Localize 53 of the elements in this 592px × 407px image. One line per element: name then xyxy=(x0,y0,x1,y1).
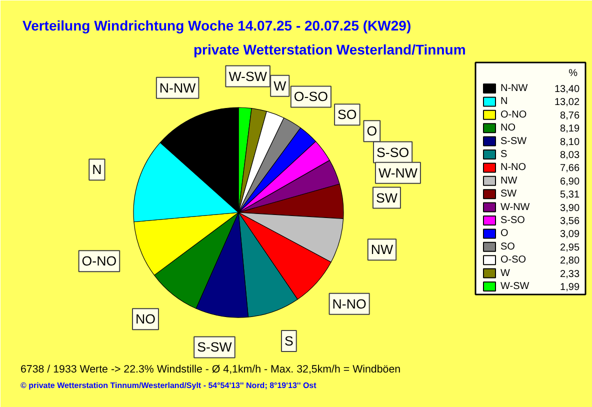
data-label: 2,95 xyxy=(560,242,580,254)
legend-label: O-NO xyxy=(500,109,527,120)
text: 6738 / 1933 Werte -> 22.3% Windstille - Ø 4,1km/h - Max. 32,5km/h = Windböen xyxy=(20,364,401,376)
slice-label: SW xyxy=(376,190,398,206)
legend-label: W-NW xyxy=(500,202,530,213)
data-label: 6,90 xyxy=(560,176,580,188)
data-label: 7,66 xyxy=(560,163,580,174)
legend-label: SO xyxy=(500,241,516,252)
category-label: S-SO xyxy=(376,144,410,160)
data-label: 8,19 xyxy=(560,124,580,135)
slice-label: O-SO xyxy=(294,89,328,104)
data-label: 8,03 xyxy=(560,150,580,161)
chart-title: Verteilung Windrichtung Woche 14.07.25 - 20.07.25 (KW29) xyxy=(22,18,412,34)
slice-label: S-SW xyxy=(197,340,232,355)
slice-label: W xyxy=(274,78,287,94)
data-label: 13,02 xyxy=(554,97,580,108)
legend-label: W-SW xyxy=(500,281,530,292)
legend-label: N-NO xyxy=(500,162,526,174)
data-label: 2,80 xyxy=(560,256,580,267)
slice-label: W-NW xyxy=(378,165,418,180)
slice-label: O-NO xyxy=(82,254,117,269)
slice-label: NO xyxy=(135,312,156,327)
legend-label: SW xyxy=(500,188,518,200)
slice-label: N-NW xyxy=(159,80,196,96)
legend-label: S-SW xyxy=(500,136,528,147)
legend-label: NW xyxy=(500,175,518,186)
text: © private Wetterstation Tinnum/Westerland/Sylt - 54°54'13'' Nord; 8°19'13'' Ost xyxy=(20,381,317,390)
category-label: O xyxy=(366,124,378,139)
legend-label: O xyxy=(500,228,508,240)
legend-label: O-SO xyxy=(500,254,526,266)
data-label: 5,31 xyxy=(560,190,580,201)
data-label: 13,40 xyxy=(554,84,580,95)
slice-label: S xyxy=(284,333,294,348)
chart-subtitle: private Wetterstation Westerland/Tinnum xyxy=(194,42,466,58)
data-label: 3,09 xyxy=(560,229,580,240)
legend-label: N xyxy=(500,96,508,108)
data-label: 1,99 xyxy=(560,282,580,293)
slice-label: W-SW xyxy=(228,68,268,84)
slice-label: NW xyxy=(370,242,394,258)
data-label: 2,33 xyxy=(560,268,580,280)
data-label: 8,76 xyxy=(560,110,580,122)
data-label: 3,56 xyxy=(560,216,580,227)
slice-label: N-NO xyxy=(332,296,366,312)
legend-label: S xyxy=(500,149,508,160)
legend-title: % xyxy=(568,68,578,79)
legend-label: NO xyxy=(500,122,516,134)
category-label: SO xyxy=(338,107,357,122)
data-label: 8,10 xyxy=(560,136,580,148)
data-label: 3,90 xyxy=(560,202,580,214)
slice-label: N xyxy=(92,162,102,178)
legend-label: S-SO xyxy=(500,215,526,226)
legend-label: N-NW xyxy=(500,83,528,94)
legend-label: W xyxy=(500,268,510,279)
